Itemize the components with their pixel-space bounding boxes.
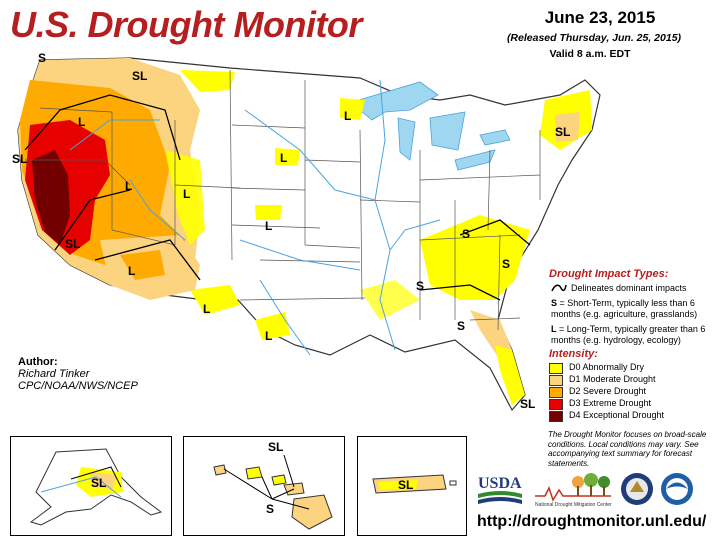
impact-lines xyxy=(24,94,531,301)
drought-d0-florida xyxy=(495,345,525,405)
impact-line-text: Delineates dominant impacts xyxy=(571,283,687,293)
label-s-georgia: S xyxy=(457,319,465,333)
map-date: June 23, 2015 xyxy=(544,8,656,27)
author-name: Richard Tinker xyxy=(18,368,90,380)
great-lakes xyxy=(351,81,511,171)
intensity-swatch xyxy=(549,387,563,398)
intensity-label: D0 Abnormally Dry xyxy=(569,362,645,372)
svg-text:USDA: USDA xyxy=(478,475,522,492)
label-l-oregon: L xyxy=(78,115,85,129)
intensity-label: D1 Moderate Drought xyxy=(569,374,656,384)
usda-logo-graphic: USDA xyxy=(478,475,522,504)
label-l-kansas: L xyxy=(265,219,272,233)
release-date: (Released Thursday, Jun. 25, 2015) xyxy=(506,32,682,44)
state-borders xyxy=(25,69,541,331)
label-sl-hawaii: SL xyxy=(268,440,283,454)
impact-line-icon xyxy=(551,284,567,292)
map-title: U.S. Drought Monitor xyxy=(10,4,362,45)
label-s-carolina: S xyxy=(502,257,510,271)
hawaii-inset: SL S xyxy=(183,436,345,536)
label-sl-puertorico: SL xyxy=(398,478,413,492)
intensity-title: Intensity: xyxy=(549,348,598,360)
conus-drought-map: S SL L SL L SL L L L L L L L SL S S S S … xyxy=(12,51,601,412)
label-l-arizona: L xyxy=(128,264,135,278)
alaska-inset: SL xyxy=(10,436,172,536)
drought-d4 xyxy=(32,150,70,245)
author-block: Author: Richard Tinker CPC/NOAA/NWS/NCEP xyxy=(18,356,138,392)
intensity-item: D1 Moderate Drought xyxy=(549,374,709,386)
intensity-label: D2 Severe Drought xyxy=(569,386,647,396)
label-s-nw: S xyxy=(38,51,46,65)
intensity-legend: D0 Abnormally Dry D1 Moderate Drought D2 S… xyxy=(549,362,709,422)
drought-d0-texas xyxy=(255,312,290,340)
intensity-item: D4 Exceptional Drought xyxy=(549,410,709,422)
drought-d0-plains-1 xyxy=(275,148,300,165)
ndmc-logo: National Drought Mitigation Center xyxy=(533,468,613,510)
label-s-virginia: S xyxy=(462,227,470,241)
drought-d1-northeast xyxy=(555,112,580,142)
intensity-item: D3 Extreme Drought xyxy=(549,398,709,410)
drought-d0-plains-2 xyxy=(255,205,282,220)
drought-d0-michigan xyxy=(340,98,365,120)
label-sl-alaska: SL xyxy=(91,476,106,490)
label-s-alabama: S xyxy=(416,279,424,293)
label-l-nevada: L xyxy=(125,179,132,193)
intensity-item: D2 Severe Drought xyxy=(549,386,709,398)
rivers xyxy=(69,79,441,356)
label-sl-newengland: SL xyxy=(555,125,570,139)
label-l-wyoming: L xyxy=(183,187,190,201)
doc-seal-icon xyxy=(620,472,654,506)
hawaii-map: SL S xyxy=(213,440,333,530)
intensity-item: D0 Abnormally Dry xyxy=(549,362,709,374)
puerto-rico-inset: SL xyxy=(357,436,467,536)
website-link[interactable]: http://droughtmonitor.unl.edu/ xyxy=(477,513,707,530)
svg-text:National Drought Mitigation Ce: National Drought Mitigation Center xyxy=(535,502,612,508)
drought-d0-southwest xyxy=(190,285,240,315)
author-label: Author: xyxy=(18,356,58,368)
label-l-dakota: L xyxy=(280,151,287,165)
label-l-texas: L xyxy=(265,329,272,343)
intensity-swatch xyxy=(549,399,563,410)
intensity-swatch xyxy=(549,411,563,422)
label-sl-socal: SL xyxy=(65,237,80,251)
drought-d0-north xyxy=(180,70,235,92)
intensity-label: D4 Exceptional Drought xyxy=(569,410,665,420)
drought-d2-southwest xyxy=(120,250,165,280)
drought-d0-southeast xyxy=(420,215,530,300)
intensity-swatch xyxy=(549,363,563,374)
disclaimer-note: The Drought Monitor focuses on broad-sca… xyxy=(548,430,707,468)
author-org: CPC/NOAA/NWS/NCEP xyxy=(18,380,138,392)
impact-types-title: Drought Impact Types: xyxy=(549,268,669,280)
label-l-newmexico: L xyxy=(203,302,210,316)
alaska-map: SL xyxy=(29,448,163,526)
intensity-label: D3 Extreme Drought xyxy=(569,398,652,408)
label-s-hawaii: S xyxy=(266,502,274,516)
valid-time: Valid 8 a.m. EDT xyxy=(549,48,631,60)
drought-d0-oklahoma xyxy=(360,280,420,320)
label-sl-idaho: SL xyxy=(132,69,147,83)
label-l-michigan: L xyxy=(344,109,351,123)
short-term-text: S = Short-Term, typically less than 6 mo… xyxy=(551,298,698,319)
label-sl-california: SL xyxy=(12,152,27,166)
usda-logo: USDA xyxy=(476,470,524,508)
label-sl-florida: SL xyxy=(520,397,535,411)
puerto-rico-map: SL xyxy=(372,474,457,494)
noaa-logo-icon xyxy=(660,472,694,506)
long-term-text: L = Long-Term, typically greater than 6 … xyxy=(551,324,706,345)
ndmc-logo-graphic: National Drought Mitigation Center xyxy=(535,473,612,508)
intensity-swatch xyxy=(549,375,563,386)
